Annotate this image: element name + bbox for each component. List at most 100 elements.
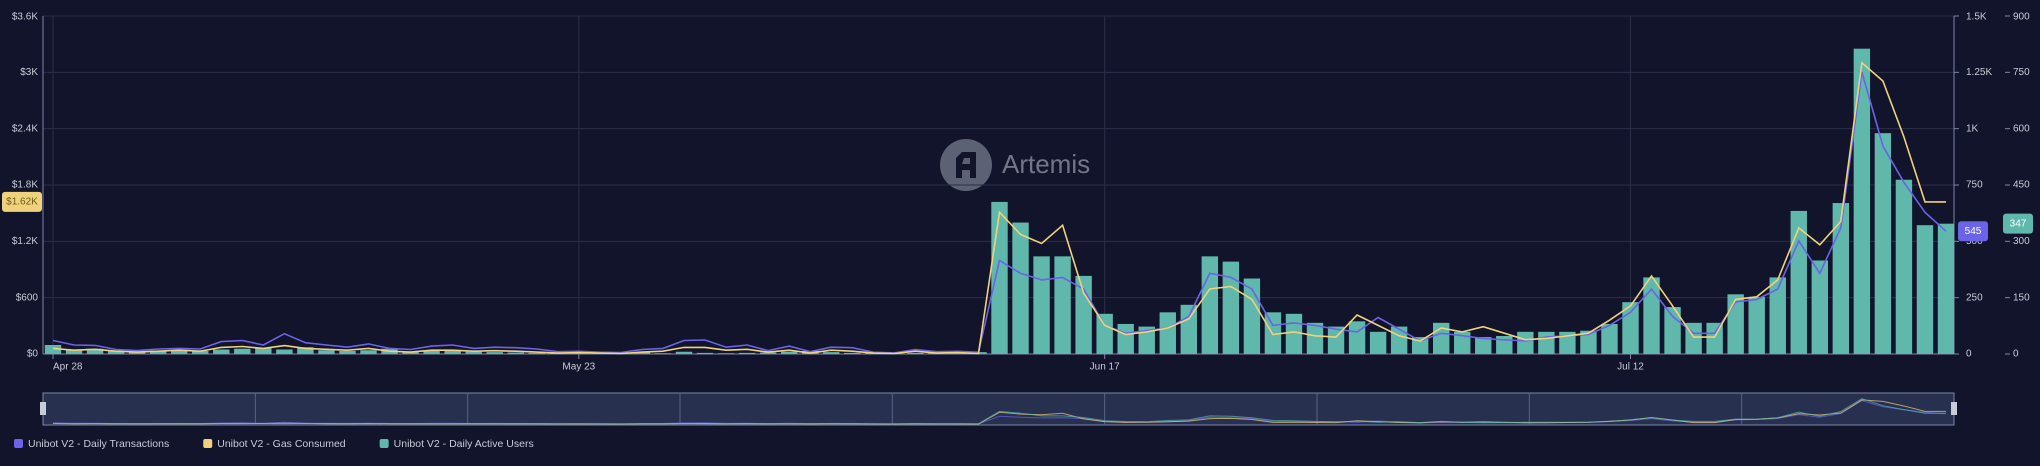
navigator-handle[interactable] bbox=[40, 402, 46, 415]
bar bbox=[738, 352, 756, 354]
bar bbox=[255, 347, 272, 354]
x-tick-label: Jun 17 bbox=[1090, 362, 1120, 373]
y-tick-label: $3K bbox=[20, 67, 38, 78]
bar bbox=[1012, 222, 1029, 354]
bar bbox=[1874, 133, 1892, 354]
y-tick-label: $2.4K bbox=[12, 123, 38, 134]
bar bbox=[213, 349, 230, 354]
legend-label[interactable]: Unibot V2 - Daily Transactions bbox=[28, 438, 169, 450]
bar bbox=[1853, 48, 1871, 354]
bar bbox=[1306, 322, 1324, 354]
value-badge bbox=[2003, 213, 2033, 234]
bar bbox=[339, 350, 356, 354]
bar bbox=[1601, 323, 1618, 354]
bar bbox=[170, 350, 188, 354]
bar bbox=[1769, 277, 1786, 354]
line bbox=[52, 71, 1947, 354]
bar bbox=[1054, 256, 1071, 354]
bar bbox=[1075, 275, 1092, 354]
line bbox=[52, 61, 1946, 355]
bar bbox=[1811, 260, 1829, 354]
y-tick-label: $1.2K bbox=[12, 236, 38, 247]
bar bbox=[1748, 296, 1765, 354]
bar bbox=[507, 352, 524, 354]
bar bbox=[297, 347, 314, 354]
bar bbox=[1411, 337, 1429, 354]
y3-tick-label: 750 bbox=[2013, 67, 2030, 78]
bar bbox=[1580, 330, 1597, 354]
bar bbox=[1033, 256, 1050, 354]
value-label: 347 bbox=[2010, 218, 2027, 229]
y2-tick-label: 500 bbox=[1966, 236, 1983, 247]
bar bbox=[1916, 225, 1934, 354]
navigator-handle[interactable] bbox=[1951, 402, 1957, 415]
bar bbox=[318, 350, 335, 354]
value-label: 545 bbox=[1965, 226, 1982, 237]
bar bbox=[1159, 312, 1176, 354]
bar bbox=[107, 350, 125, 354]
bar bbox=[1538, 331, 1555, 354]
bar bbox=[1454, 331, 1471, 354]
legend-swatch[interactable] bbox=[14, 439, 23, 448]
bar bbox=[234, 348, 251, 354]
bar bbox=[717, 353, 735, 354]
y-tick-label: $1.8K bbox=[12, 180, 38, 191]
value-badge bbox=[2, 191, 42, 212]
bar bbox=[1895, 179, 1913, 354]
bar bbox=[149, 350, 167, 354]
bar bbox=[633, 352, 651, 354]
y3-tick-label: 0 bbox=[2013, 349, 2019, 360]
legend-swatch[interactable] bbox=[379, 439, 389, 448]
bar bbox=[1369, 331, 1387, 354]
watermark-logo-mark bbox=[956, 152, 976, 178]
bar bbox=[360, 350, 377, 354]
y2-tick-label: 0 bbox=[1966, 349, 1972, 360]
bar bbox=[844, 352, 861, 354]
bar bbox=[1475, 337, 1492, 354]
bar bbox=[444, 350, 461, 354]
bar bbox=[1117, 323, 1134, 354]
legend-label[interactable]: Unibot V2 - Daily Active Users bbox=[394, 438, 534, 450]
bar bbox=[1559, 331, 1576, 354]
bar bbox=[1201, 256, 1219, 354]
bar bbox=[759, 352, 777, 354]
y-tick-label: $0 bbox=[27, 349, 39, 360]
y-tick-label: $3.6K bbox=[12, 12, 38, 23]
bar bbox=[1832, 203, 1850, 354]
y3-tick-label: 600 bbox=[2013, 123, 2030, 134]
bar bbox=[823, 352, 840, 354]
y2-tick-label: 750 bbox=[1966, 180, 1983, 191]
bar bbox=[1285, 313, 1303, 354]
bar bbox=[465, 351, 482, 354]
navigator-line bbox=[52, 398, 1947, 425]
y3-tick-label: 450 bbox=[2013, 180, 2030, 191]
bar bbox=[1096, 313, 1113, 354]
bar bbox=[86, 348, 104, 354]
y3-tick-label: 900 bbox=[2013, 12, 2030, 23]
bar bbox=[1937, 223, 1955, 354]
bar bbox=[1643, 277, 1660, 354]
bar bbox=[991, 201, 1008, 354]
bar bbox=[192, 350, 209, 354]
watermark-text: Artemis bbox=[1002, 149, 1090, 179]
legend-label[interactable]: Unibot V2 - Gas Consumed bbox=[217, 438, 346, 450]
bar bbox=[1517, 331, 1534, 354]
bar bbox=[907, 352, 924, 354]
y2-tick-label: 1.5K bbox=[1966, 12, 1987, 23]
bar bbox=[65, 349, 83, 354]
legend-swatch[interactable] bbox=[203, 439, 213, 448]
bar bbox=[528, 352, 545, 354]
x-tick-label: May 23 bbox=[562, 362, 595, 373]
bar bbox=[1222, 261, 1240, 354]
y2-tick-label: 1K bbox=[1966, 123, 1979, 134]
bar bbox=[1138, 326, 1155, 354]
x-tick-label: Apr 28 bbox=[53, 362, 83, 373]
value-badge bbox=[1958, 221, 1988, 242]
y2-tick-label: 250 bbox=[1966, 292, 1983, 303]
bar bbox=[654, 353, 672, 354]
bar bbox=[1390, 326, 1408, 354]
y3-tick-label: 300 bbox=[2013, 236, 2030, 247]
bar bbox=[780, 351, 798, 354]
